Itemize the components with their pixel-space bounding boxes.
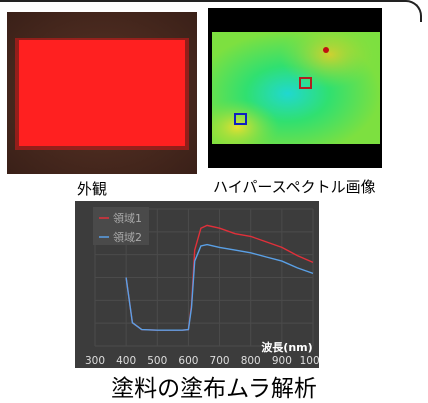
- x-tick-labels: 300 400 500 600 700 800 900 1000: [85, 355, 326, 367]
- series: [125, 224, 314, 331]
- appearance-photo: [7, 12, 197, 174]
- x-tick-label-500: 500: [147, 355, 167, 367]
- grid: [94, 208, 314, 347]
- region2-marker: [234, 113, 247, 125]
- hyperspectral-image: [208, 8, 382, 168]
- spectrum-chart: 領域1 領域2 波長(nm) 300 400 500 600 700 800 900 1000: [75, 201, 326, 368]
- x-tick-label-700: 700: [210, 355, 230, 367]
- x-tick-label-400: 400: [116, 355, 136, 367]
- appearance-caption: 外観: [77, 180, 108, 198]
- legend-label-region1: 領域1: [113, 211, 142, 225]
- frame-border: [0, 0, 422, 22]
- x-tick-label-300: 300: [85, 355, 105, 367]
- x-tick-label-600: 600: [178, 355, 198, 367]
- hyperspectral-caption: ハイパースペクトル画像: [213, 178, 376, 196]
- legend-box: [93, 207, 149, 245]
- x-tick-label-1000: 1000: [300, 355, 319, 367]
- region1-marker: [299, 77, 312, 89]
- series-line-2: [125, 243, 314, 331]
- legend-label-region2: 領域2: [113, 230, 142, 244]
- x-tick-label-900: 900: [272, 355, 292, 367]
- x-axis-label: 波長(nm): [261, 340, 312, 354]
- x-tick-label-800: 800: [241, 355, 261, 367]
- legend: 領域1 領域2: [93, 207, 149, 245]
